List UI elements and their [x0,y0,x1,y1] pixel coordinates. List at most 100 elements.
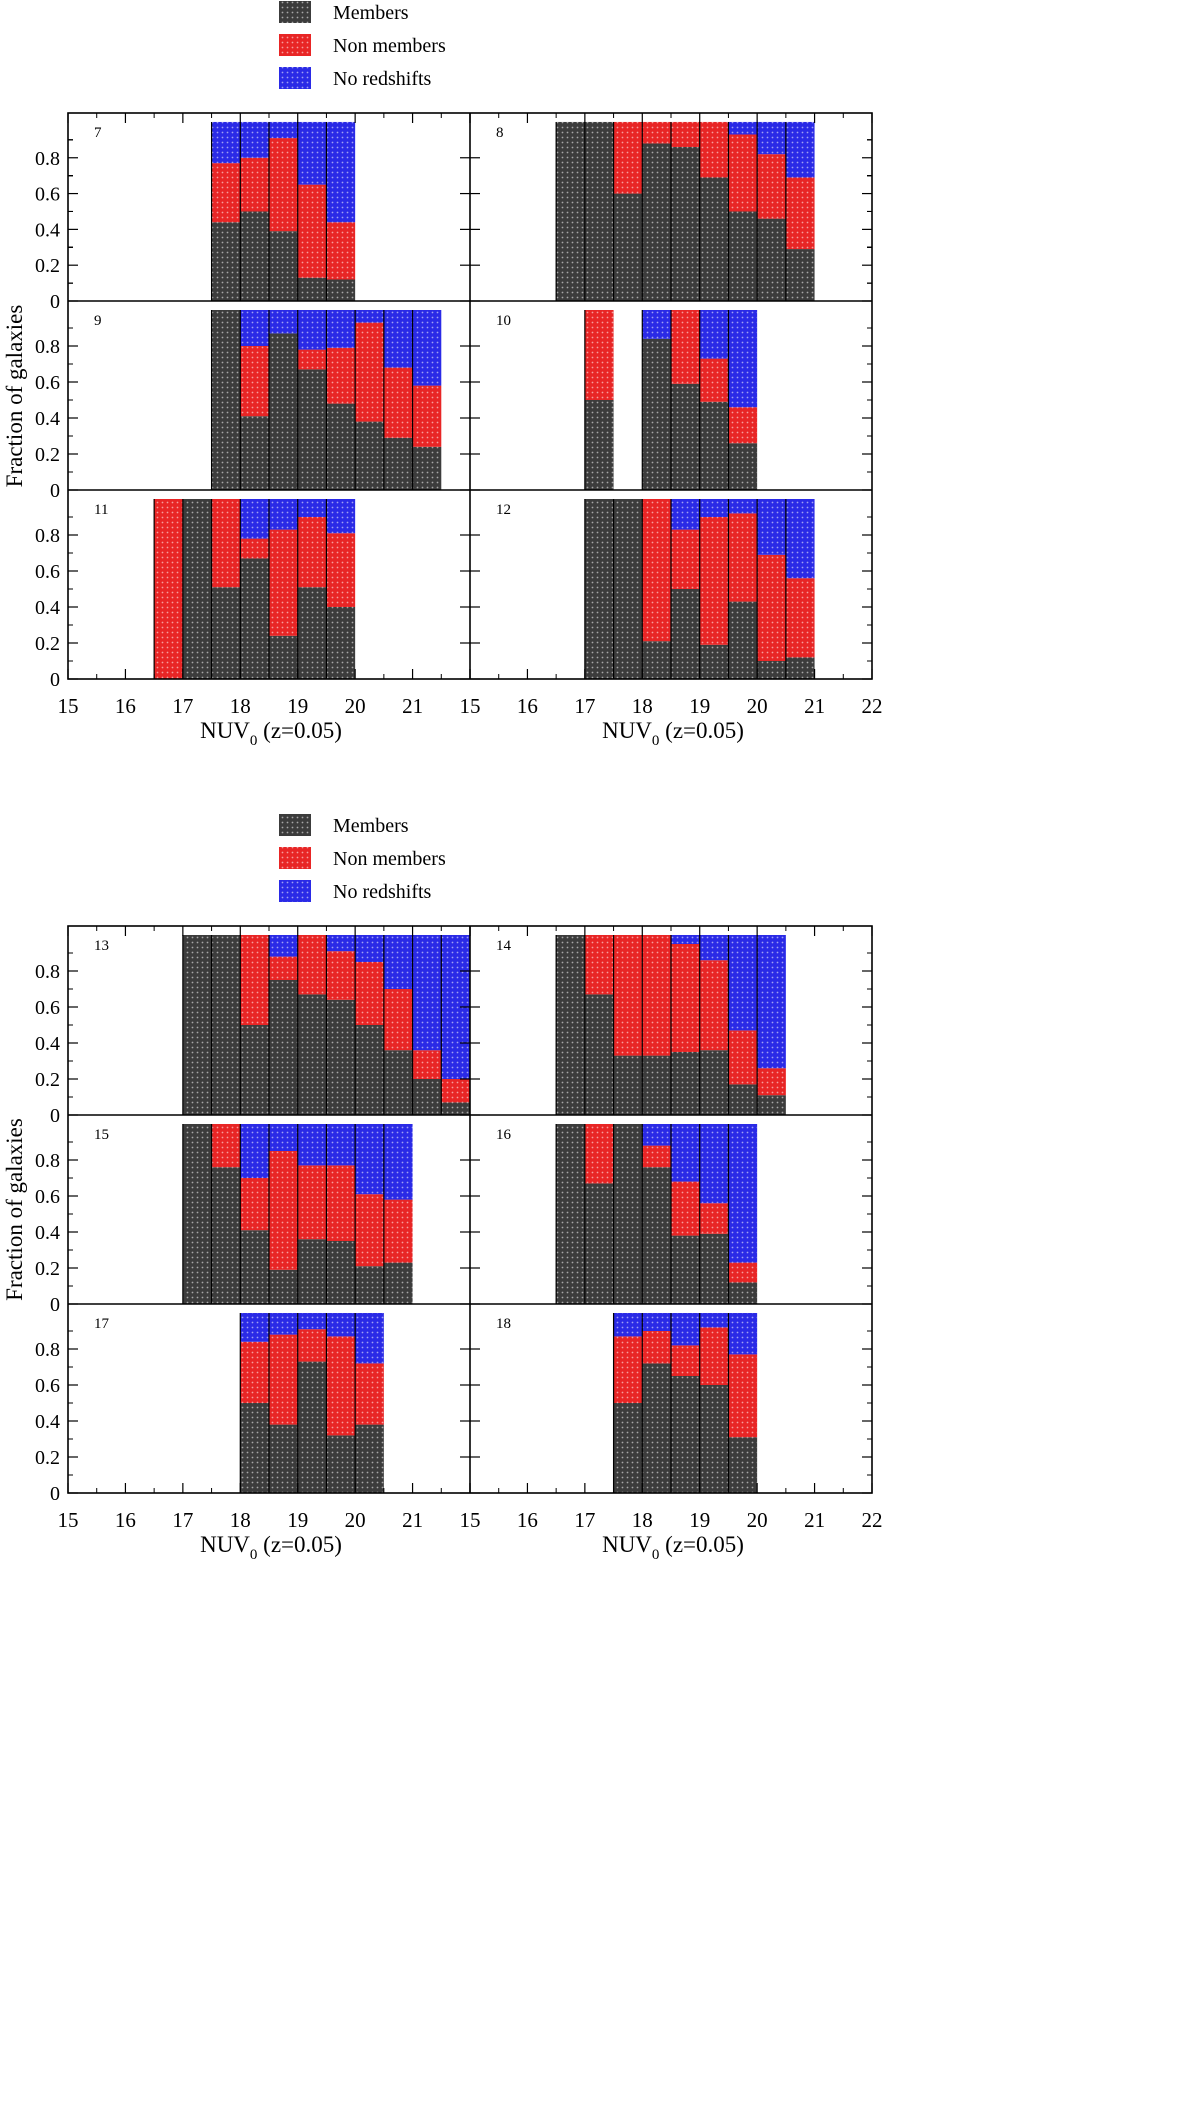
y-tick-label: 0.6 [35,1186,60,1208]
bar-texture [642,1363,671,1493]
bar-texture [326,533,356,607]
bar-texture [613,1313,643,1337]
bar-texture [383,935,413,989]
bar-texture [211,310,241,490]
bar-texture [355,1266,384,1304]
bar-texture [326,607,356,679]
bar-texture [240,1230,269,1304]
bar-texture [642,310,671,339]
bar-texture [240,538,269,559]
x-axis-label-main: NUV [602,718,652,743]
bar-texture [412,385,442,447]
bar-texture [613,193,643,301]
bar-texture [613,121,643,194]
legend-swatch-dots [279,847,311,869]
bar-texture [699,935,729,961]
bar-texture [383,437,413,490]
bar-texture [269,499,298,530]
bar-texture [642,1124,671,1146]
y-tick-label: 0.6 [35,997,60,1019]
bar-texture [556,935,585,1115]
panel-label-12: 12 [496,502,511,518]
legend-label-members: Members [333,815,409,837]
bar-texture [240,211,269,301]
bar-texture [297,1239,327,1304]
bar-texture [269,1313,298,1335]
x-tick-label: 16 [115,694,136,718]
bar-texture [671,1313,700,1346]
bar-texture [326,999,356,1115]
x-tick-label: 17 [172,1508,193,1532]
y-tick-label: 0.6 [35,372,60,394]
y-tick-label: 0.2 [35,444,60,466]
bar-texture [297,277,327,301]
x-tick-label: 15 [58,1508,79,1532]
bar-texture [642,121,671,144]
bar-texture [412,446,442,490]
x-axis-label-subscript: 0 [250,1547,258,1563]
x-tick-label: 19 [689,1508,710,1532]
bar-texture [269,635,298,679]
bar-texture [671,1124,700,1182]
bar-texture [671,1052,700,1115]
bar-texture [785,657,815,679]
x-axis-label: NUV0 (z=0.05) [602,1532,744,1563]
y-tick-label: 0.2 [35,1447,60,1469]
y-tick-label: 0 [50,1105,60,1127]
bar-texture [211,587,241,679]
bar-texture [240,346,269,417]
bar-texture [355,1124,384,1195]
panel-label-13: 13 [94,938,109,954]
bar-texture [728,443,758,490]
bar-texture [326,1165,356,1241]
bar-texture [757,154,786,219]
bar-texture [240,1313,269,1342]
bar-texture [699,517,729,645]
bar-texture [728,601,758,679]
bar-texture [355,421,384,490]
bar-texture [699,121,729,178]
bar-texture [728,407,758,444]
bar-texture [412,1079,442,1115]
x-tick-label: 20 [345,694,366,718]
bar-texture [326,1241,356,1304]
x-axis-label-main: NUV [200,718,250,743]
y-tick-label: 0.8 [35,1150,60,1172]
axes-layer [67,112,873,1494]
bar-texture [785,177,815,250]
bar-texture [699,1313,729,1328]
x-tick-label: 22 [862,694,883,718]
bar-texture [642,1055,671,1115]
bar-texture [297,1124,327,1166]
x-axis-label-subscript: 0 [652,733,660,749]
bar-texture [757,1068,786,1096]
bar-texture [269,1151,298,1270]
bar-texture [211,163,241,223]
legend-swatch-dots [279,1,311,23]
bar-texture [699,1385,729,1493]
x-axis-label-tail: (z=0.05) [257,1532,342,1557]
bar-texture [326,1336,356,1436]
x-tick-label: 20 [747,694,768,718]
bars-layer [153,121,815,1493]
x-tick-label: 21 [804,694,825,718]
bar-texture [642,1313,671,1331]
x-tick-label: 16 [115,1508,136,1532]
x-axis-label-main: NUV [200,1532,250,1557]
bar-texture [671,935,700,944]
bar-texture [757,218,786,301]
bar-texture [757,935,786,1069]
bar-texture [297,1165,327,1240]
x-tick-label: 19 [689,694,710,718]
y-tick-label: 0.8 [35,148,60,170]
y-tick-label: 0.6 [35,184,60,206]
bar-texture [671,121,700,148]
bar-texture [642,1167,671,1304]
bar-texture [383,367,413,438]
x-axis-label: NUV0 (z=0.05) [200,1532,342,1563]
bar-texture [383,1199,413,1263]
bar-texture [269,1334,298,1425]
bar-texture [297,121,327,185]
bar-texture [728,1282,758,1304]
y-tick-label: 0.2 [35,255,60,277]
